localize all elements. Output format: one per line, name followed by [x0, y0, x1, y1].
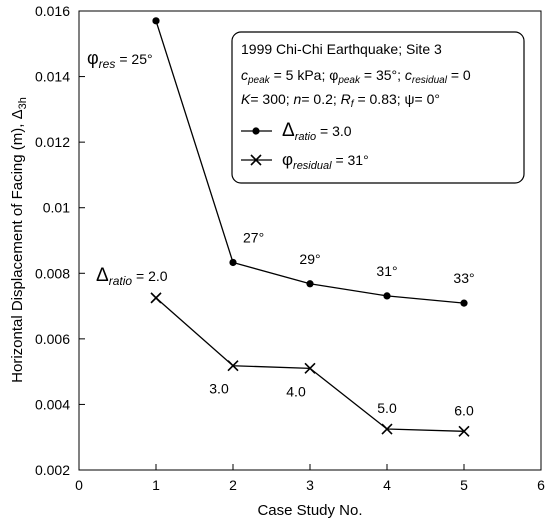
legend-series1-subscript: ratio	[295, 131, 316, 143]
y-axis-title: Horizontal Displacement of Facing (m), Δ…	[9, 97, 29, 383]
legend-series1-value: = 3.0	[316, 123, 352, 139]
phi-res-subscript: res	[99, 57, 116, 71]
series-line-2	[155, 297, 465, 432]
legend-series2-symbol: φ	[282, 150, 293, 169]
delta-ratio-symbol: Δ	[96, 265, 109, 286]
axis-ticks	[78, 10, 542, 471]
data-point-circle	[306, 280, 314, 288]
data-point-circle	[229, 258, 237, 267]
delta-ratio-annotation: Δratio = 2.0	[96, 265, 168, 288]
y-tick-label: 0.012	[35, 134, 70, 150]
data-point-circle	[383, 292, 391, 300]
axis-tick-labels: 0 1 2 3 4 5 6 0.002 0.004 0.006 0.008 0.01 0.012 0.01…	[35, 3, 545, 493]
data-point-x	[150, 292, 162, 304]
legend-series1-marker	[252, 127, 260, 135]
legend-params-1: cpeak = 5 kPa; φpeak = 35°; cresidual = …	[241, 67, 471, 86]
phi-res-annotation: φres = 25°	[87, 48, 153, 71]
phi-res-symbol: φ	[87, 48, 99, 68]
data-point-x	[304, 362, 316, 374]
data-point-circle	[460, 299, 468, 307]
x-tick-label: 5	[460, 477, 468, 493]
x-tick-label: 0	[75, 477, 83, 493]
x-tick-label: 3	[306, 477, 314, 493]
data-point-x	[458, 425, 470, 437]
y-tick-label: 0.016	[35, 3, 70, 19]
legend-series2-marker	[250, 154, 262, 166]
y-tick-label: 0.014	[35, 69, 70, 85]
legend-series2-label: φresidual = 31°	[282, 150, 369, 172]
y-tick-label: 0.008	[35, 265, 70, 281]
y-tick-label: 0.01	[43, 200, 70, 216]
point-label-angle: 29°	[299, 251, 320, 267]
legend-series2-value: = 31°	[332, 152, 369, 168]
legend-params-2: K= 300; n= 0.2; Rf = 0.83; ψ= 0°	[241, 91, 440, 110]
legend-box	[231, 31, 525, 184]
x-tick-label: 6	[537, 477, 545, 493]
point-label-angle: 31°	[376, 263, 397, 279]
point-label-angle: 27°	[243, 229, 264, 245]
y-tick-label: 0.004	[35, 396, 70, 412]
delta-ratio-value: = 2.0	[136, 268, 168, 284]
y-axis-title-subscript: 3h	[17, 97, 29, 109]
data-point-circle	[152, 17, 160, 25]
y-tick-label: 0.002	[35, 462, 70, 478]
legend-series2-subscript: residual	[293, 160, 332, 172]
x-axis-title: Case Study No.	[257, 502, 362, 519]
data-point-x	[227, 360, 239, 372]
phi-res-value: = 25°	[119, 51, 152, 67]
series-layer	[150, 17, 470, 437]
legend-series1-symbol: Δ	[282, 120, 295, 141]
legend-series1-label: Δratio = 3.0	[282, 120, 352, 143]
y-axis-title-main: Horizontal Displacement of Facing (m), Δ	[9, 109, 26, 382]
data-point-x	[381, 423, 393, 435]
x-tick-label: 4	[383, 477, 391, 493]
point-label-ratio: 3.0	[209, 381, 229, 397]
point-labels: 27° 29° 31° 33° 3.0 4.0 5.0 6.0	[209, 229, 474, 418]
x-tick-label: 2	[229, 477, 237, 493]
legend: 1999 Chi-Chi Earthquake; Site 3 cpeak = …	[231, 31, 525, 184]
y-tick-label: 0.006	[35, 331, 70, 347]
point-label-angle: 33°	[453, 270, 474, 286]
point-label-ratio: 5.0	[377, 400, 397, 416]
delta-ratio-subscript: ratio	[109, 274, 133, 288]
legend-title: 1999 Chi-Chi Earthquake; Site 3	[241, 41, 442, 57]
point-label-ratio: 4.0	[286, 383, 306, 399]
point-label-ratio: 6.0	[454, 402, 474, 418]
x-tick-label: 1	[152, 477, 160, 493]
